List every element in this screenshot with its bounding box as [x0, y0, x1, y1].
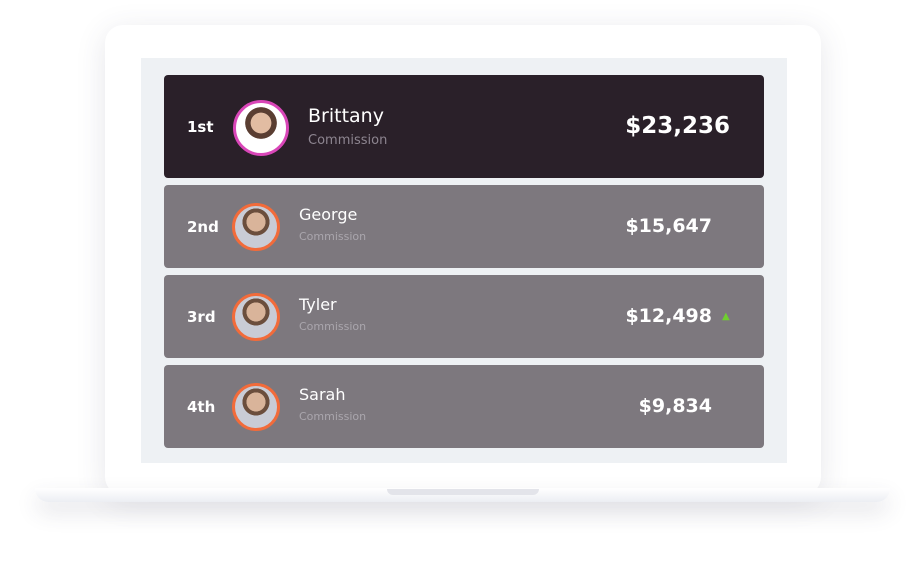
subtitle: Commission [299, 230, 367, 243]
amount: $12,498 [625, 305, 712, 327]
avatar [232, 293, 280, 341]
avatar [232, 203, 280, 251]
subtitle: Commission [308, 133, 388, 148]
laptop-notch [387, 489, 539, 495]
leaderboard-row-2[interactable]: 2nd George Commission $15,647 [164, 185, 764, 268]
leaderboard-row-4[interactable]: 4th Sarah Commission $9,834 [164, 365, 764, 448]
name: George [299, 205, 358, 224]
leaderboard-row-3[interactable]: 3rd Tyler Commission $12,498 ▲ [164, 275, 764, 358]
rank: 4th [187, 398, 216, 416]
name: Sarah [299, 385, 346, 404]
amount: $9,834 [638, 395, 712, 417]
rank: 3rd [187, 308, 216, 326]
rank: 2nd [187, 218, 219, 236]
name: Brittany [308, 105, 384, 127]
avatar [232, 383, 280, 431]
trend-up-icon: ▲ [722, 311, 730, 322]
rank: 1st [187, 118, 214, 136]
amount: $15,647 [625, 215, 712, 237]
subtitle: Commission [299, 320, 367, 333]
laptop-base [35, 488, 890, 502]
avatar [233, 100, 289, 156]
name: Tyler [299, 295, 337, 314]
subtitle: Commission [299, 410, 367, 423]
leaderboard-row-1[interactable]: 1st Brittany Commission $23,236 [164, 75, 764, 178]
amount: $23,236 [625, 113, 730, 139]
